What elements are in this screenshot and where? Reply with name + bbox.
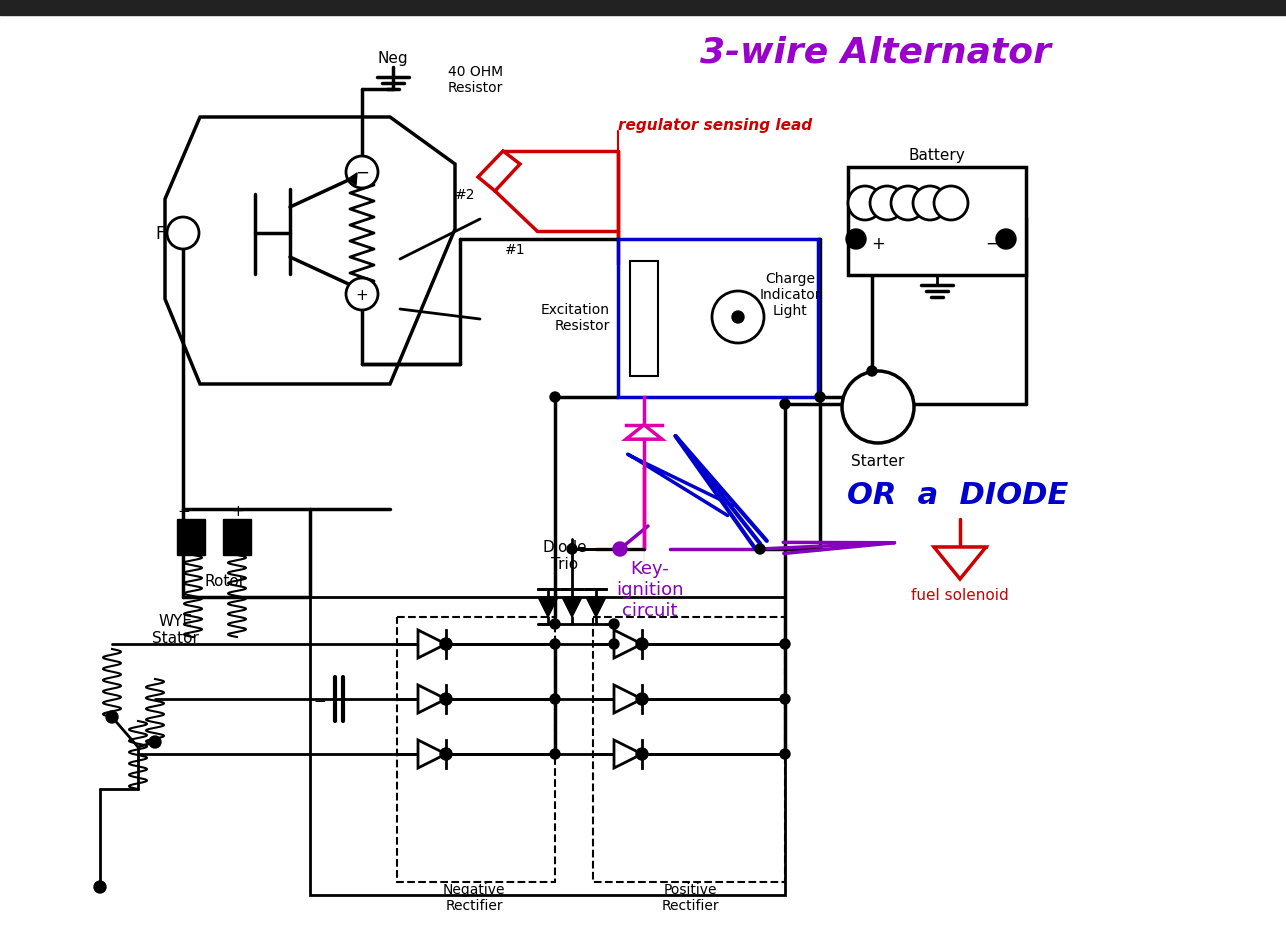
Text: regulator sensing lead: regulator sensing lead xyxy=(619,117,813,133)
Circle shape xyxy=(781,694,790,704)
Circle shape xyxy=(913,187,946,221)
Bar xyxy=(0,0,1286,16)
Circle shape xyxy=(995,230,1016,250)
Polygon shape xyxy=(934,548,986,579)
Circle shape xyxy=(149,736,161,748)
Circle shape xyxy=(847,187,882,221)
Text: −: − xyxy=(177,504,190,519)
Circle shape xyxy=(867,367,877,377)
Circle shape xyxy=(610,619,619,629)
Text: Excitation
Resistor: Excitation Resistor xyxy=(541,303,610,333)
Polygon shape xyxy=(613,630,642,658)
Circle shape xyxy=(637,638,648,651)
Circle shape xyxy=(712,291,764,343)
Text: Neg: Neg xyxy=(378,50,409,66)
Circle shape xyxy=(846,230,865,250)
Polygon shape xyxy=(562,598,583,617)
Circle shape xyxy=(105,711,118,723)
Circle shape xyxy=(94,881,105,893)
Text: +: + xyxy=(231,504,244,519)
Bar xyxy=(177,520,204,555)
Bar xyxy=(310,598,784,895)
Text: #1: #1 xyxy=(505,243,526,257)
Circle shape xyxy=(346,278,378,311)
Polygon shape xyxy=(538,598,558,617)
Text: Battery: Battery xyxy=(909,148,966,162)
Circle shape xyxy=(550,393,559,403)
Text: Positive
Rectifier: Positive Rectifier xyxy=(661,882,719,912)
Bar xyxy=(619,239,818,397)
Text: fuel solenoid: fuel solenoid xyxy=(910,586,1010,602)
Circle shape xyxy=(934,187,968,221)
Circle shape xyxy=(440,748,451,760)
Circle shape xyxy=(781,639,790,650)
Text: Charge
Indicator
Light: Charge Indicator Light xyxy=(759,272,820,318)
Polygon shape xyxy=(418,630,446,658)
Text: +: + xyxy=(356,287,368,303)
Circle shape xyxy=(167,218,199,250)
Circle shape xyxy=(891,187,925,221)
Circle shape xyxy=(871,187,904,221)
Circle shape xyxy=(567,545,577,554)
Text: F: F xyxy=(156,225,165,243)
Polygon shape xyxy=(613,685,642,714)
Circle shape xyxy=(550,619,559,629)
Circle shape xyxy=(815,393,826,403)
Circle shape xyxy=(550,749,559,759)
Polygon shape xyxy=(478,152,520,192)
Circle shape xyxy=(755,545,765,554)
Circle shape xyxy=(440,638,451,651)
Polygon shape xyxy=(418,741,446,768)
Bar xyxy=(847,168,1026,276)
Circle shape xyxy=(842,371,914,444)
Circle shape xyxy=(550,639,559,650)
Text: #2: #2 xyxy=(455,187,476,201)
Circle shape xyxy=(346,157,378,188)
Circle shape xyxy=(781,749,790,759)
Circle shape xyxy=(637,693,648,705)
Text: Diode
Trio: Diode Trio xyxy=(543,539,588,572)
Circle shape xyxy=(440,693,451,705)
Text: −: − xyxy=(355,164,369,182)
Polygon shape xyxy=(349,174,358,186)
Text: 40 OHM
Resistor: 40 OHM Resistor xyxy=(448,65,503,95)
Text: +: + xyxy=(871,235,885,252)
Text: −: − xyxy=(985,235,999,252)
Circle shape xyxy=(637,748,648,760)
Circle shape xyxy=(732,312,745,324)
Text: WYE
Stator: WYE Stator xyxy=(152,613,198,646)
Circle shape xyxy=(781,400,790,409)
Bar xyxy=(593,617,784,882)
Polygon shape xyxy=(613,741,642,768)
Polygon shape xyxy=(165,118,455,384)
Text: 3-wire Alternator: 3-wire Alternator xyxy=(700,35,1051,69)
Text: Key-
ignition
circuit: Key- ignition circuit xyxy=(616,560,684,619)
Circle shape xyxy=(610,639,619,650)
Polygon shape xyxy=(418,685,446,714)
Text: Starter: Starter xyxy=(851,454,904,469)
Text: −: − xyxy=(314,694,327,709)
Text: Negative
Rectifier: Negative Rectifier xyxy=(442,882,505,912)
Text: Rotor: Rotor xyxy=(204,574,246,589)
Circle shape xyxy=(550,694,559,704)
Polygon shape xyxy=(626,425,662,440)
Circle shape xyxy=(613,542,628,557)
Bar xyxy=(397,617,556,882)
Bar xyxy=(630,262,658,377)
Bar xyxy=(222,520,251,555)
Text: OR  a  DIODE: OR a DIODE xyxy=(847,480,1069,509)
Polygon shape xyxy=(586,598,606,617)
